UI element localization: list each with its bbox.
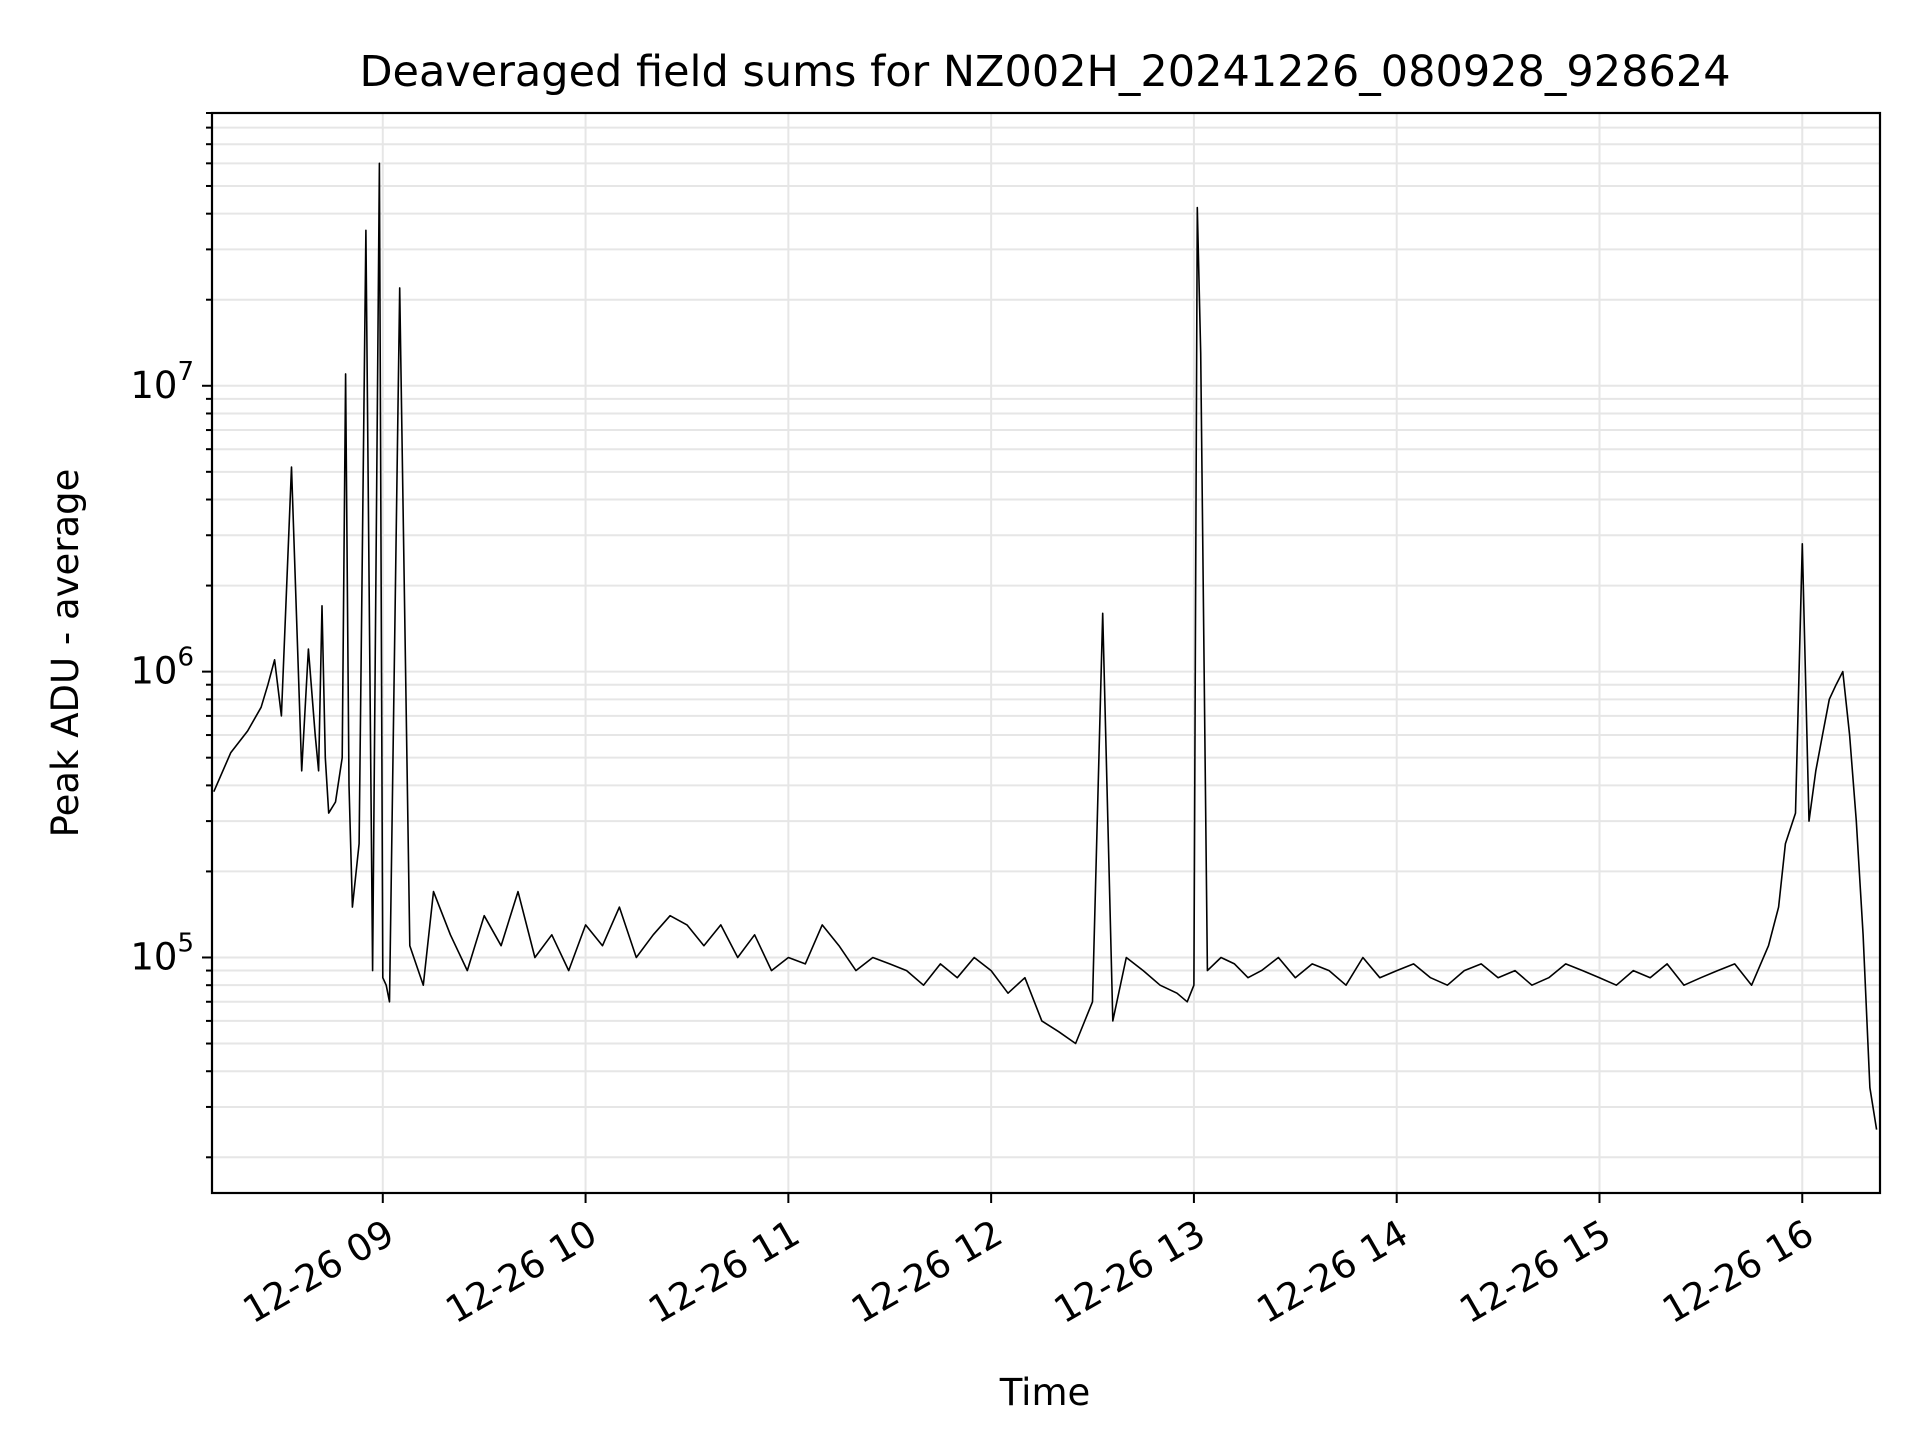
plot-frame [210, 111, 1882, 1195]
x-axis-label: Time [999, 1371, 1091, 1414]
y-tick-label: 107 [130, 357, 194, 407]
y-tick-label: 105 [130, 928, 194, 978]
y-tick-label: 106 [130, 643, 194, 693]
series-line-0 [213, 162, 1878, 1130]
y-axis-label: Peak ADU - average [44, 469, 87, 838]
plot-line-group [213, 162, 1878, 1130]
y-axis: 105 106 107 [130, 112, 212, 1159]
grid [212, 112, 1880, 1193]
chart-title: Deaveraged field sums for NZ002H_2024122… [359, 47, 1730, 97]
